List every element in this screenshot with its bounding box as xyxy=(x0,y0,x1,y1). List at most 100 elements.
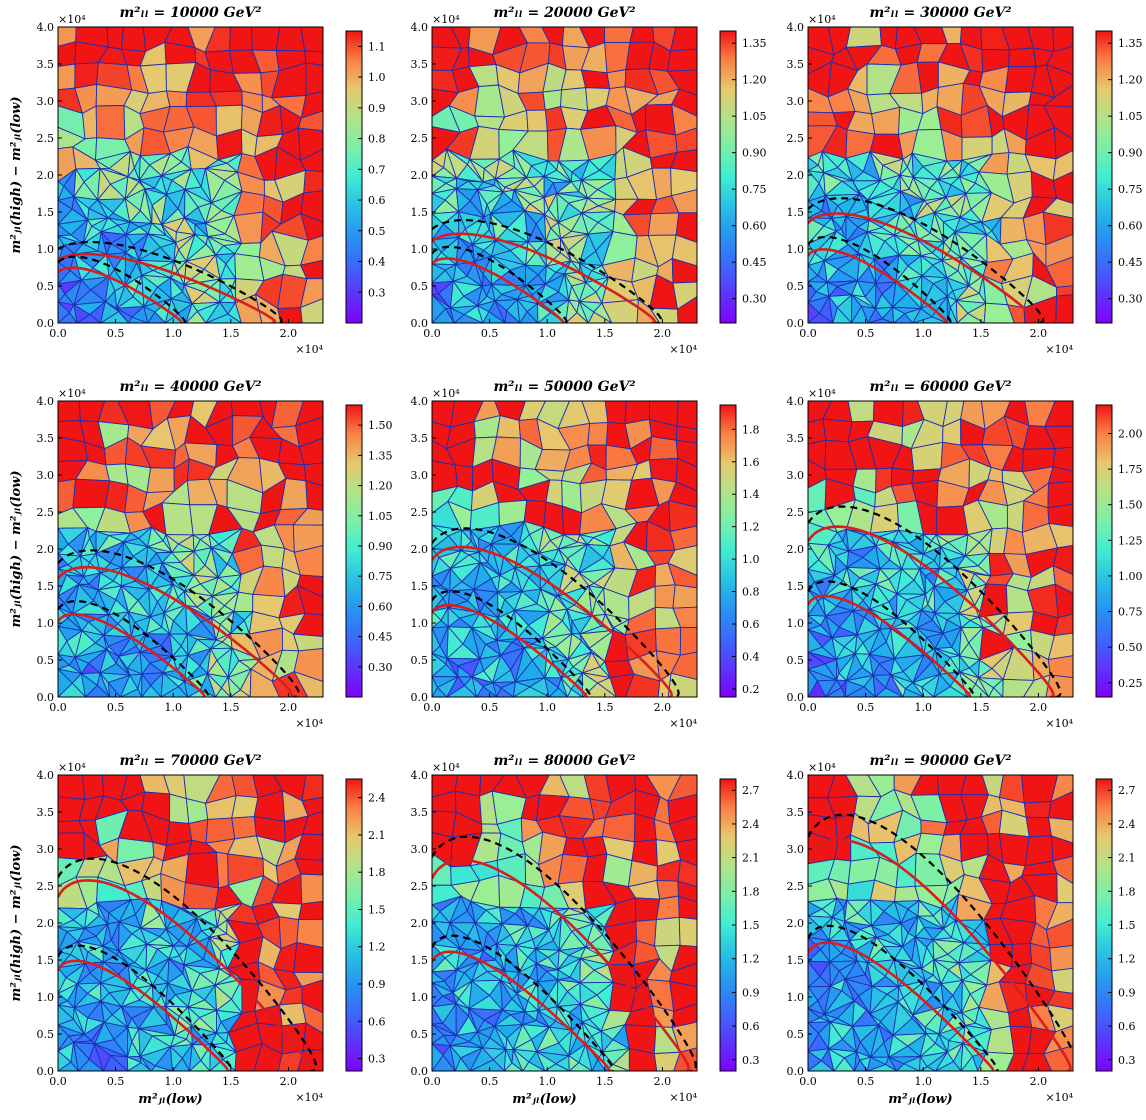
panel-title: m²ₗₗ = 60000 GeV² xyxy=(869,379,1011,395)
cell xyxy=(513,189,531,212)
cell xyxy=(476,304,490,323)
x-tick-label: 1.5 xyxy=(972,701,990,714)
cell xyxy=(295,416,323,448)
cell xyxy=(670,651,697,681)
cell xyxy=(1044,425,1073,450)
y-tick-label: 3.5 xyxy=(37,432,55,445)
cell xyxy=(183,945,205,966)
cell xyxy=(958,612,971,629)
cell xyxy=(300,873,323,905)
cell xyxy=(957,589,976,615)
cell xyxy=(870,1023,885,1058)
cell xyxy=(249,668,281,697)
cell xyxy=(206,235,225,256)
x-tick-label: 1.5 xyxy=(222,327,240,340)
y-tick-label: 1.5 xyxy=(411,580,429,593)
colorbar-tick-label: 0.9 xyxy=(742,986,760,999)
cell xyxy=(102,945,119,963)
cell xyxy=(535,962,548,984)
cell xyxy=(298,437,323,466)
cell xyxy=(579,633,593,653)
cell xyxy=(100,301,120,323)
cell xyxy=(666,48,697,72)
y-tick-label: 1.5 xyxy=(787,206,805,219)
cell xyxy=(432,627,441,655)
cell xyxy=(604,27,634,44)
cell xyxy=(514,646,533,683)
cell xyxy=(536,283,560,305)
cell xyxy=(495,922,511,946)
y-tick-label: 0.0 xyxy=(787,691,805,704)
cell xyxy=(183,654,201,683)
cell xyxy=(535,948,550,965)
cell xyxy=(1047,632,1073,661)
cell xyxy=(303,462,323,487)
y-tick-label: 0.5 xyxy=(37,654,55,667)
red-contour xyxy=(808,248,949,323)
cell xyxy=(672,584,697,609)
cell xyxy=(209,1032,228,1046)
x-tick-label: 1.5 xyxy=(972,1075,990,1088)
cell xyxy=(1047,466,1073,484)
voronoi-cells xyxy=(432,27,697,323)
y-tick-label: 3.5 xyxy=(787,432,805,445)
y-tick-label: 0.0 xyxy=(411,317,429,330)
x-tick-label: 2.0 xyxy=(1030,327,1048,340)
x-multiplier: ×10⁴ xyxy=(669,717,697,730)
cell xyxy=(74,656,90,675)
cell xyxy=(869,151,884,181)
cell xyxy=(852,610,865,637)
cell xyxy=(297,110,323,132)
cell xyxy=(1045,902,1073,931)
cell xyxy=(916,609,934,629)
cell xyxy=(432,971,446,984)
cell xyxy=(58,926,68,952)
cell xyxy=(525,264,539,287)
cell xyxy=(1047,480,1073,509)
cell xyxy=(432,239,442,265)
cell xyxy=(73,1006,88,1037)
cell xyxy=(118,950,136,966)
cell xyxy=(567,632,583,660)
y-tick-label: 4.0 xyxy=(37,769,55,782)
cell xyxy=(808,915,823,939)
cell xyxy=(560,238,572,261)
dashed-contour xyxy=(808,197,1045,323)
red-contour xyxy=(58,613,206,697)
y-tick-label: 1.0 xyxy=(411,991,429,1004)
cell xyxy=(58,283,66,303)
y-tick-label: 1.5 xyxy=(411,206,429,219)
cell xyxy=(169,1034,188,1048)
cell xyxy=(227,676,242,697)
cell xyxy=(292,524,323,553)
cell xyxy=(147,222,168,236)
cell xyxy=(73,167,85,199)
colorbar-tick-label: 2.1 xyxy=(368,829,386,842)
y-multiplier: ×10⁴ xyxy=(58,387,86,400)
cell xyxy=(494,300,507,323)
cell xyxy=(432,159,445,177)
cell xyxy=(58,967,67,994)
cell xyxy=(185,604,202,636)
y-tick-label: 1.5 xyxy=(787,580,805,593)
colorbar-tick-label: 1.6 xyxy=(742,456,760,469)
cell xyxy=(204,202,223,225)
cell xyxy=(913,199,928,221)
colorbar-tick-label: 0.4 xyxy=(742,650,760,663)
colorbar-tick-label: 1.2 xyxy=(742,521,760,534)
y-tick-label: 0.5 xyxy=(787,280,805,293)
cell xyxy=(566,608,573,634)
y-tick-label: 3.5 xyxy=(411,58,429,71)
cell xyxy=(538,907,553,932)
cell xyxy=(852,180,861,195)
cell xyxy=(515,944,529,974)
dashed-contour xyxy=(432,934,615,1071)
cell xyxy=(958,159,969,178)
cell xyxy=(675,212,697,243)
cell xyxy=(160,671,180,697)
cell xyxy=(874,281,883,309)
cell xyxy=(446,625,464,660)
cell xyxy=(432,943,446,973)
cell xyxy=(868,628,887,656)
contours xyxy=(432,218,663,323)
